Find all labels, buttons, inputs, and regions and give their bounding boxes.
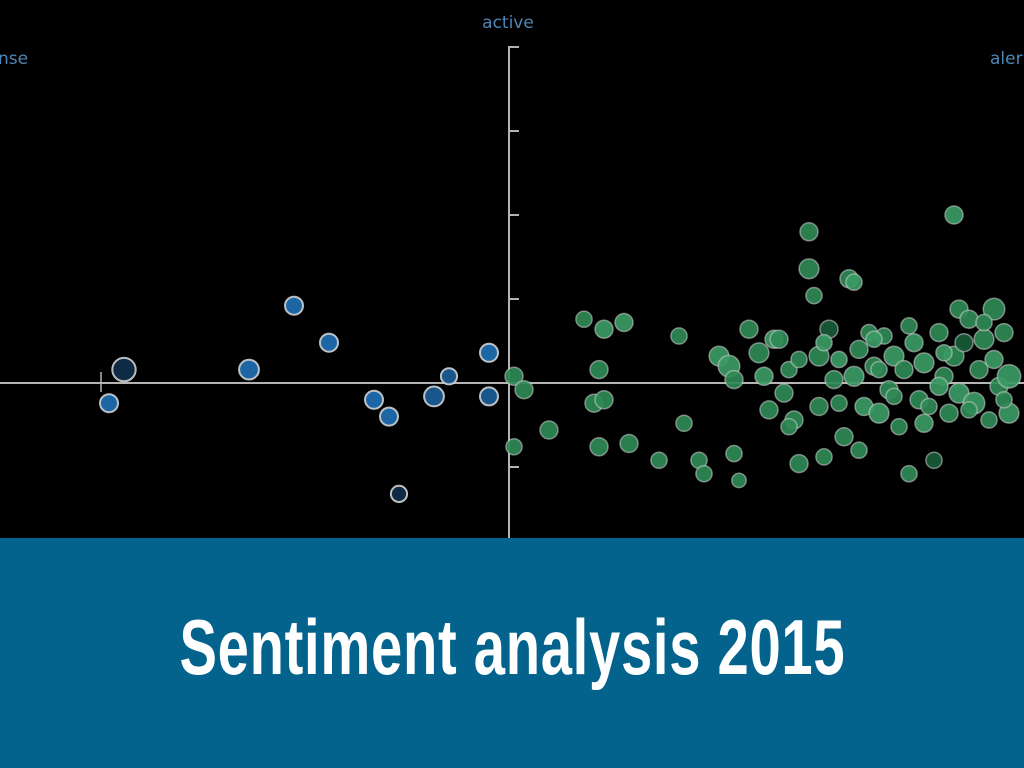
data-point-positive (900, 317, 918, 335)
data-point-positive (982, 297, 1006, 321)
data-point-positive (996, 363, 1022, 389)
axes-group (0, 46, 1024, 538)
data-point-positive (575, 310, 593, 329)
data-point-positive (790, 350, 808, 369)
data-point-positive (830, 394, 848, 413)
data-point-positive (504, 366, 524, 387)
data-point-negative (379, 406, 399, 427)
data-point-positive (614, 312, 634, 333)
scatter-plot-area: active nse aler (0, 13, 1024, 538)
data-point-positive (850, 441, 868, 460)
data-point-negative (389, 484, 409, 503)
data-point-positive (594, 390, 614, 410)
data-point-positive (883, 345, 905, 367)
data-point-positive (929, 322, 949, 343)
data-point-positive (805, 286, 823, 305)
data-point-negative (99, 393, 119, 414)
data-point-positive (539, 420, 559, 440)
data-point-positive (904, 332, 924, 353)
data-point-positive (739, 319, 759, 339)
data-point-positive (789, 453, 809, 474)
axis-label-top: active (482, 13, 534, 33)
data-point-negative (439, 367, 459, 386)
data-point-positive (849, 339, 869, 360)
data-point-positive (894, 359, 914, 380)
data-point-negative (319, 332, 339, 353)
data-point-positive (769, 329, 789, 350)
data-point-positive (980, 411, 998, 429)
data-point-positive (815, 448, 833, 466)
data-point-positive (780, 417, 798, 436)
data-point-positive (748, 342, 770, 364)
data-point-positive (954, 332, 974, 353)
data-point-positive (913, 352, 935, 374)
data-point-positive (650, 451, 668, 470)
data-point-positive (798, 258, 820, 280)
data-point-positive (973, 328, 995, 350)
data-point-negative (479, 386, 499, 407)
data-point-positive (914, 413, 934, 434)
data-point-positive (975, 313, 993, 332)
data-point-positive (843, 365, 865, 387)
data-point-positive (865, 330, 883, 349)
data-point-positive (830, 350, 848, 369)
data-point-positive (929, 376, 949, 397)
data-point-positive (995, 390, 1013, 409)
data-point-positive (809, 396, 829, 417)
data-point-positive (890, 417, 908, 436)
data-point-positive (725, 444, 743, 463)
data-point-positive (959, 309, 979, 329)
data-point-positive (885, 387, 903, 406)
data-point-negative (284, 295, 304, 316)
data-point-positive (759, 400, 779, 420)
data-point-positive (925, 451, 943, 470)
data-point-positive (514, 379, 534, 400)
data-point-positive (994, 322, 1014, 343)
data-point-positive (834, 427, 854, 447)
data-point-positive (920, 397, 938, 416)
data-point-positive (675, 414, 693, 433)
points-group (99, 205, 1022, 503)
slide-title: Sentiment analysis 2015 (179, 602, 845, 691)
data-point-positive (589, 437, 609, 457)
data-point-positive (619, 433, 639, 454)
data-point-positive (939, 403, 959, 423)
data-point-positive (505, 437, 523, 456)
data-point-positive (774, 383, 794, 403)
axis-label-left: nse (0, 49, 28, 69)
data-point-positive (935, 343, 953, 362)
data-point-positive (589, 359, 609, 380)
data-point-positive (845, 273, 863, 292)
data-point-positive (900, 464, 918, 483)
title-banner: Sentiment analysis 2015 (0, 538, 1024, 768)
data-point-positive (799, 222, 819, 242)
data-point-negative (364, 389, 384, 410)
data-point-negative (423, 385, 445, 408)
data-point-positive (731, 472, 747, 489)
data-point-positive (815, 333, 833, 352)
data-point-negative (238, 358, 260, 381)
data-point-positive (868, 402, 890, 424)
data-point-positive (754, 366, 774, 387)
data-point-positive (670, 327, 688, 345)
data-point-positive (960, 401, 978, 419)
data-point-negative (479, 342, 499, 363)
axis-label-right: aler (990, 49, 1023, 69)
data-point-positive (870, 360, 888, 379)
data-point-positive (695, 464, 713, 483)
data-point-positive (724, 369, 744, 390)
scatter-chart: active nse aler (0, 13, 1024, 538)
data-point-positive (984, 349, 1004, 370)
data-point-positive (594, 319, 614, 339)
data-point-negative (111, 356, 137, 383)
data-point-positive (969, 359, 989, 380)
data-point-positive (824, 369, 844, 390)
data-point-positive (944, 205, 964, 225)
